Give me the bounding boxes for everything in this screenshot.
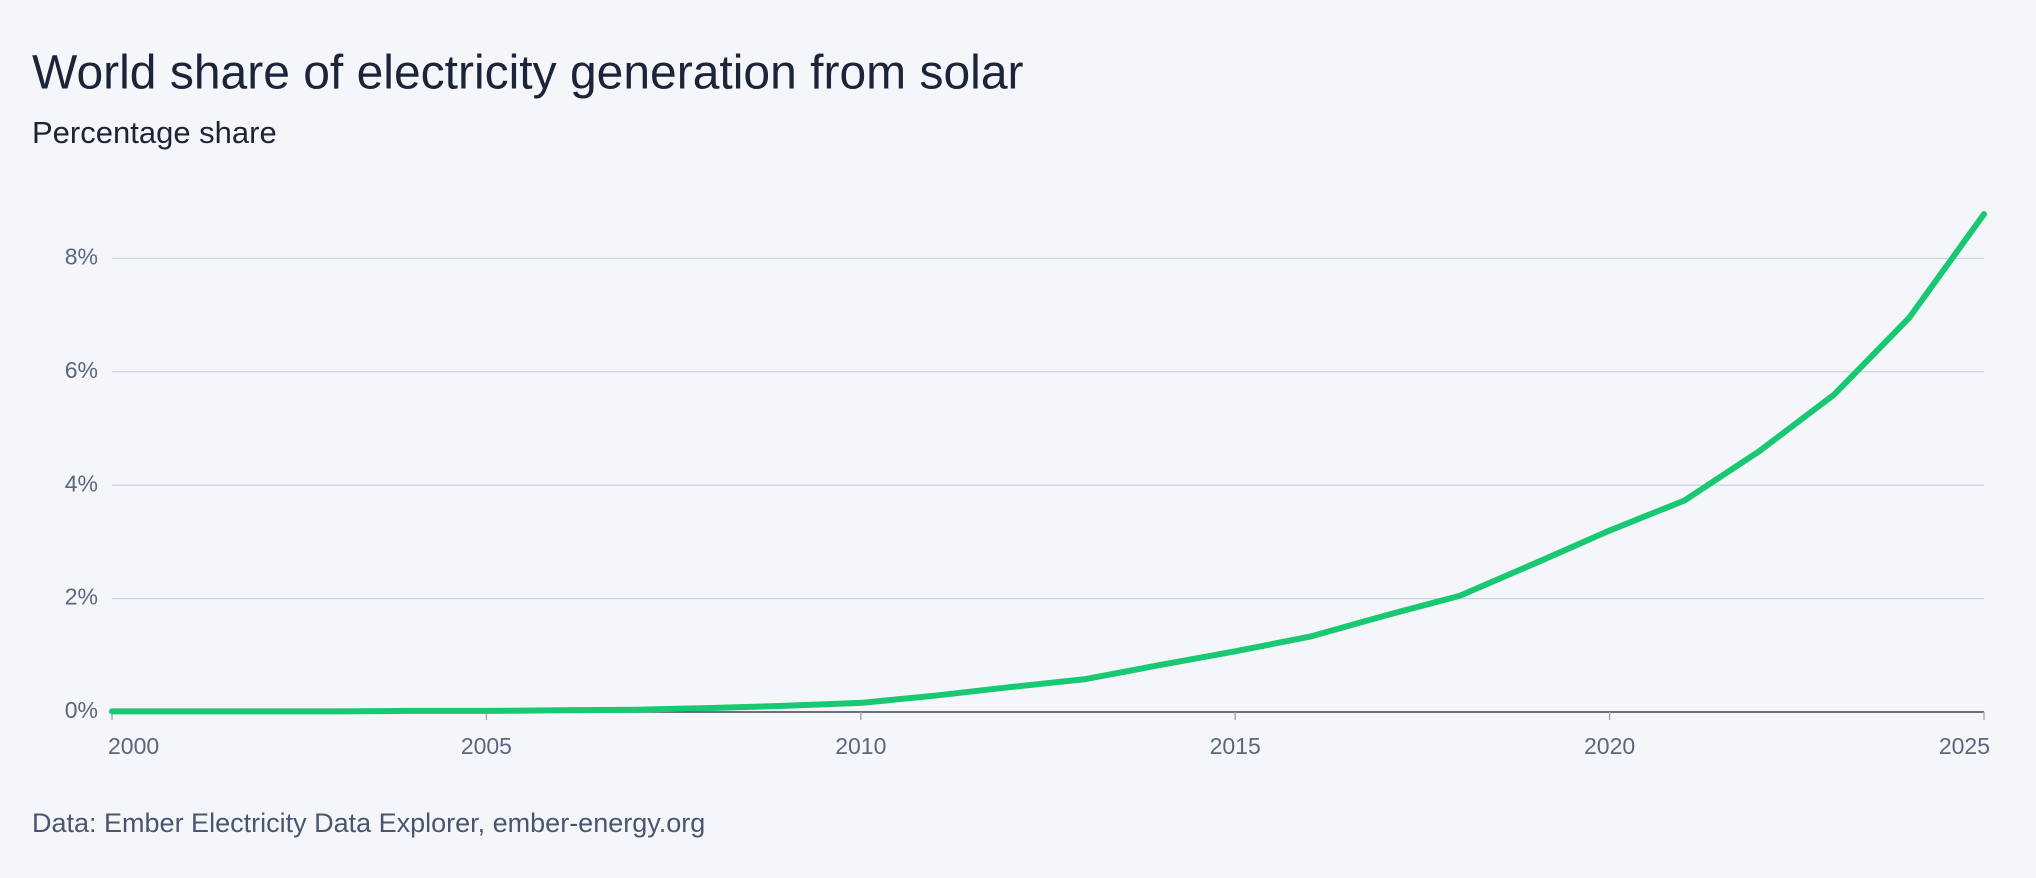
x-tick-label: 2020 [1584,733,1635,759]
y-tick-label: 4% [65,470,98,496]
data-line [109,211,1987,715]
x-tick-label: 2000 [108,733,159,759]
x-tick-label: 2015 [1210,733,1261,759]
y-tick-label: 8% [65,243,98,269]
y-tick-label: 0% [65,697,98,723]
y-tick-label: 6% [65,357,98,383]
chart-subtitle: Percentage share [32,115,277,150]
chart-title: World share of electricity generation fr… [32,47,1024,100]
x-tick-label: 2010 [835,733,886,759]
y-tick-label: 2% [65,584,98,610]
source-note: Data: Ember Electricity Data Explorer, e… [32,808,705,838]
x-tick-label: 2005 [461,733,512,759]
x-tick-label: 2025 [1939,733,1990,759]
